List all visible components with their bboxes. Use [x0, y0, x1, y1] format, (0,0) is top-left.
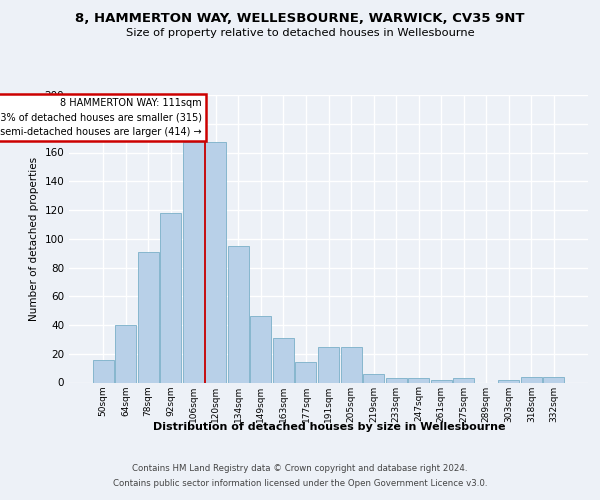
Bar	[228, 246, 249, 382]
Bar	[273, 338, 294, 382]
Text: Distribution of detached houses by size in Wellesbourne: Distribution of detached houses by size …	[152, 422, 505, 432]
Bar	[544, 377, 565, 382]
Bar	[160, 213, 181, 382]
Bar	[499, 380, 520, 382]
Bar	[183, 142, 204, 382]
Text: Contains public sector information licensed under the Open Government Licence v3: Contains public sector information licen…	[113, 479, 487, 488]
Text: Contains HM Land Registry data © Crown copyright and database right 2024.: Contains HM Land Registry data © Crown c…	[132, 464, 468, 473]
Bar	[453, 378, 474, 382]
Bar	[386, 378, 407, 382]
Bar	[295, 362, 316, 382]
Bar	[250, 316, 271, 382]
Bar	[318, 346, 339, 382]
Bar	[521, 377, 542, 382]
Text: 8 HAMMERTON WAY: 111sqm
← 43% of detached houses are smaller (315)
57% of semi-d: 8 HAMMERTON WAY: 111sqm ← 43% of detache…	[0, 98, 202, 136]
Text: Size of property relative to detached houses in Wellesbourne: Size of property relative to detached ho…	[125, 28, 475, 38]
Bar	[92, 360, 113, 382]
Bar	[431, 380, 452, 382]
Text: 8, HAMMERTON WAY, WELLESBOURNE, WARWICK, CV35 9NT: 8, HAMMERTON WAY, WELLESBOURNE, WARWICK,…	[75, 12, 525, 26]
Bar	[341, 346, 362, 382]
Bar	[115, 325, 136, 382]
Bar	[137, 252, 158, 382]
Bar	[363, 374, 384, 382]
Bar	[205, 142, 226, 382]
Bar	[408, 378, 429, 382]
Y-axis label: Number of detached properties: Number of detached properties	[29, 156, 39, 321]
